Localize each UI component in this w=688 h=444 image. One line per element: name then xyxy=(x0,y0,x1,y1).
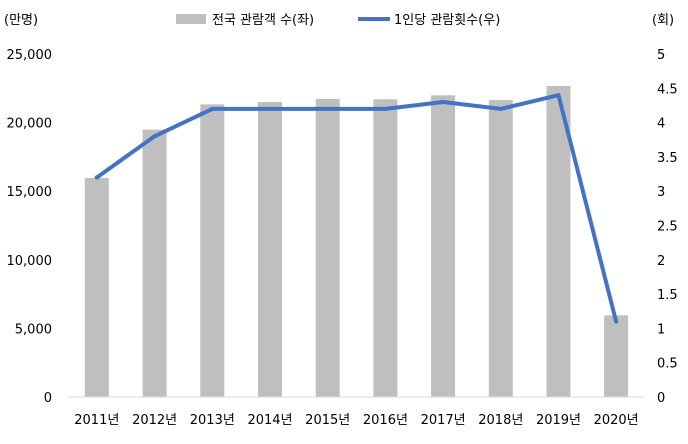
right-axis-unit: (회) xyxy=(652,13,674,28)
x-tick-label: 2016년 xyxy=(363,413,408,428)
bar-4 xyxy=(315,98,340,398)
line-point-6 xyxy=(441,100,446,104)
left-tick-label: 0 xyxy=(44,391,52,406)
bar-3 xyxy=(258,102,282,397)
x-tick-label: 2015년 xyxy=(305,413,350,428)
legend-label-bar: 전국 관람객 수(좌) xyxy=(212,13,314,28)
legend: 전국 관람객 수(좌) 1인당 관람횟수(우) xyxy=(176,13,500,28)
right-tick-label: 4 xyxy=(657,117,665,132)
line-point-4 xyxy=(325,106,330,111)
x-tick-label: 2020년 xyxy=(594,413,639,428)
x-tick-label: 2018년 xyxy=(478,413,523,428)
right-tick-label: 4.5 xyxy=(657,82,678,97)
line-point-5 xyxy=(383,106,388,111)
line-series xyxy=(94,93,619,324)
left-tick-label: 5,000 xyxy=(15,322,52,337)
bars-layer xyxy=(84,86,629,398)
right-tick-label: 3.5 xyxy=(657,151,678,166)
right-tick-label: 1.5 xyxy=(657,288,678,303)
legend-swatch-bar xyxy=(176,14,206,24)
bar-0 xyxy=(84,177,109,397)
left-tick-label: 20,000 xyxy=(7,117,53,132)
right-tick-label: 3 xyxy=(657,185,665,200)
line-point-0 xyxy=(94,175,99,180)
right-tick-label: 2 xyxy=(657,254,665,269)
x-tick-label: 2012년 xyxy=(132,413,177,428)
line-point-9 xyxy=(614,319,619,324)
left-tick-label: 15,000 xyxy=(7,185,53,200)
line-point-7 xyxy=(498,106,503,111)
legend-label-line: 1인당 관람횟수(우) xyxy=(394,13,500,28)
bar-2 xyxy=(200,104,225,398)
labels-layer: 0 5,000 10,000 15,000 20,000 25,000 0 0.5 1 1.5 2 2… xyxy=(7,48,678,428)
right-tick-label: 2.5 xyxy=(657,220,678,235)
line-point-3 xyxy=(268,106,272,111)
right-tick-label: 5 xyxy=(657,48,665,63)
x-tick-label: 2019년 xyxy=(536,413,581,428)
x-tick-label: 2014년 xyxy=(247,413,292,428)
bar-6 xyxy=(431,95,456,398)
bar-5 xyxy=(373,99,398,398)
left-tick-label: 25,000 xyxy=(7,48,53,63)
right-tick-label: 1 xyxy=(657,322,665,337)
bar-8 xyxy=(546,86,571,397)
left-axis-unit: (만명) xyxy=(4,13,38,28)
bar-9 xyxy=(604,315,629,397)
x-tick-label: 2013년 xyxy=(190,413,235,428)
line-point-8 xyxy=(556,93,561,98)
left-tick-label: 10,000 xyxy=(7,254,53,269)
line-layer xyxy=(94,93,619,324)
line-point-1 xyxy=(152,134,157,139)
right-tick-label: 0 xyxy=(657,391,665,406)
x-tick-label: 2017년 xyxy=(421,413,466,428)
bar-7 xyxy=(488,100,513,397)
bar-1 xyxy=(142,129,167,397)
line-point-2 xyxy=(210,106,215,111)
right-tick-label: 0.5 xyxy=(657,357,678,372)
x-tick-label: 2011년 xyxy=(74,413,119,428)
